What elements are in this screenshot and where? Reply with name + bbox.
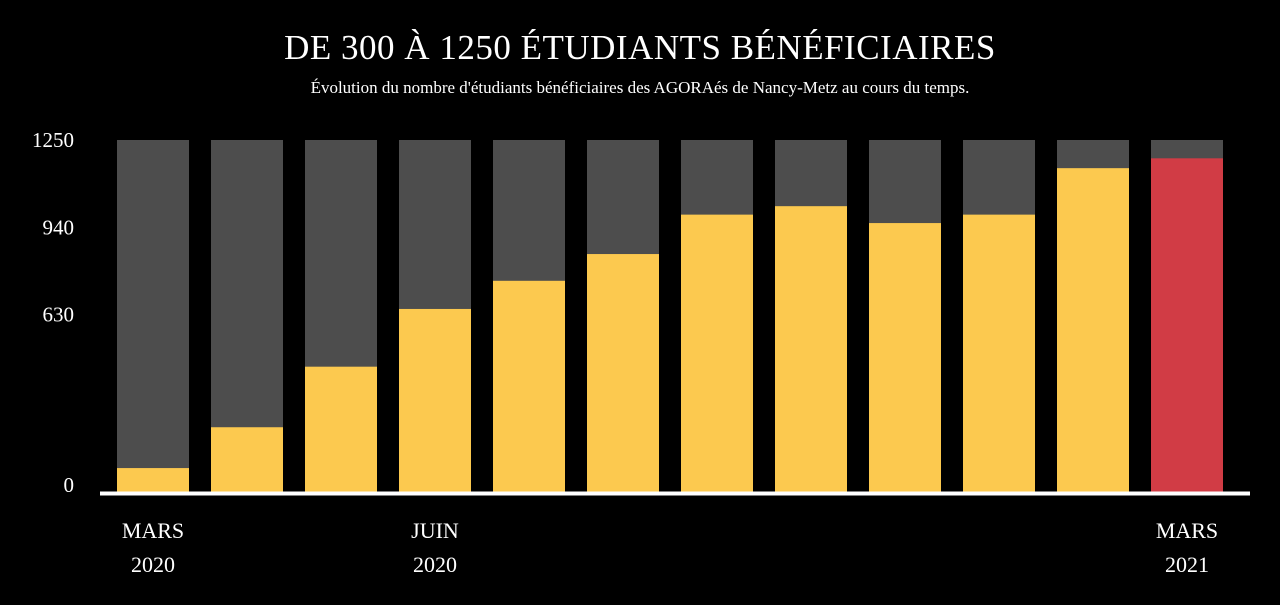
bar [963, 214, 1035, 492]
bar-track [117, 140, 189, 492]
bar [587, 254, 659, 492]
y-tick-label: 630 [43, 303, 75, 327]
y-tick-label: 0 [64, 473, 75, 497]
chart-title: DE 300 À 1250 ÉTUDIANTS BÉNÉFICIAIRES [284, 28, 996, 67]
x-tick-label: MARS [1156, 518, 1218, 543]
bar [1057, 168, 1129, 492]
bar [869, 223, 941, 492]
bar [681, 214, 753, 492]
bar [305, 366, 377, 492]
x-tick-label: 2021 [1165, 552, 1209, 577]
x-tick-label: 2020 [413, 552, 457, 577]
bar [399, 308, 471, 492]
x-tick-label: 2020 [131, 552, 175, 577]
bar-highlight [1151, 158, 1223, 492]
bar [211, 427, 283, 492]
x-tick-label: JUIN [411, 518, 459, 543]
chart-subtitle: Évolution du nombre d'étudiants bénéfici… [310, 78, 970, 97]
x-tick-label: MARS [122, 518, 184, 543]
bar [493, 280, 565, 492]
bar [117, 468, 189, 492]
y-tick-label: 940 [43, 215, 75, 239]
y-tick-label: 1250 [32, 128, 74, 152]
bar [775, 206, 847, 492]
